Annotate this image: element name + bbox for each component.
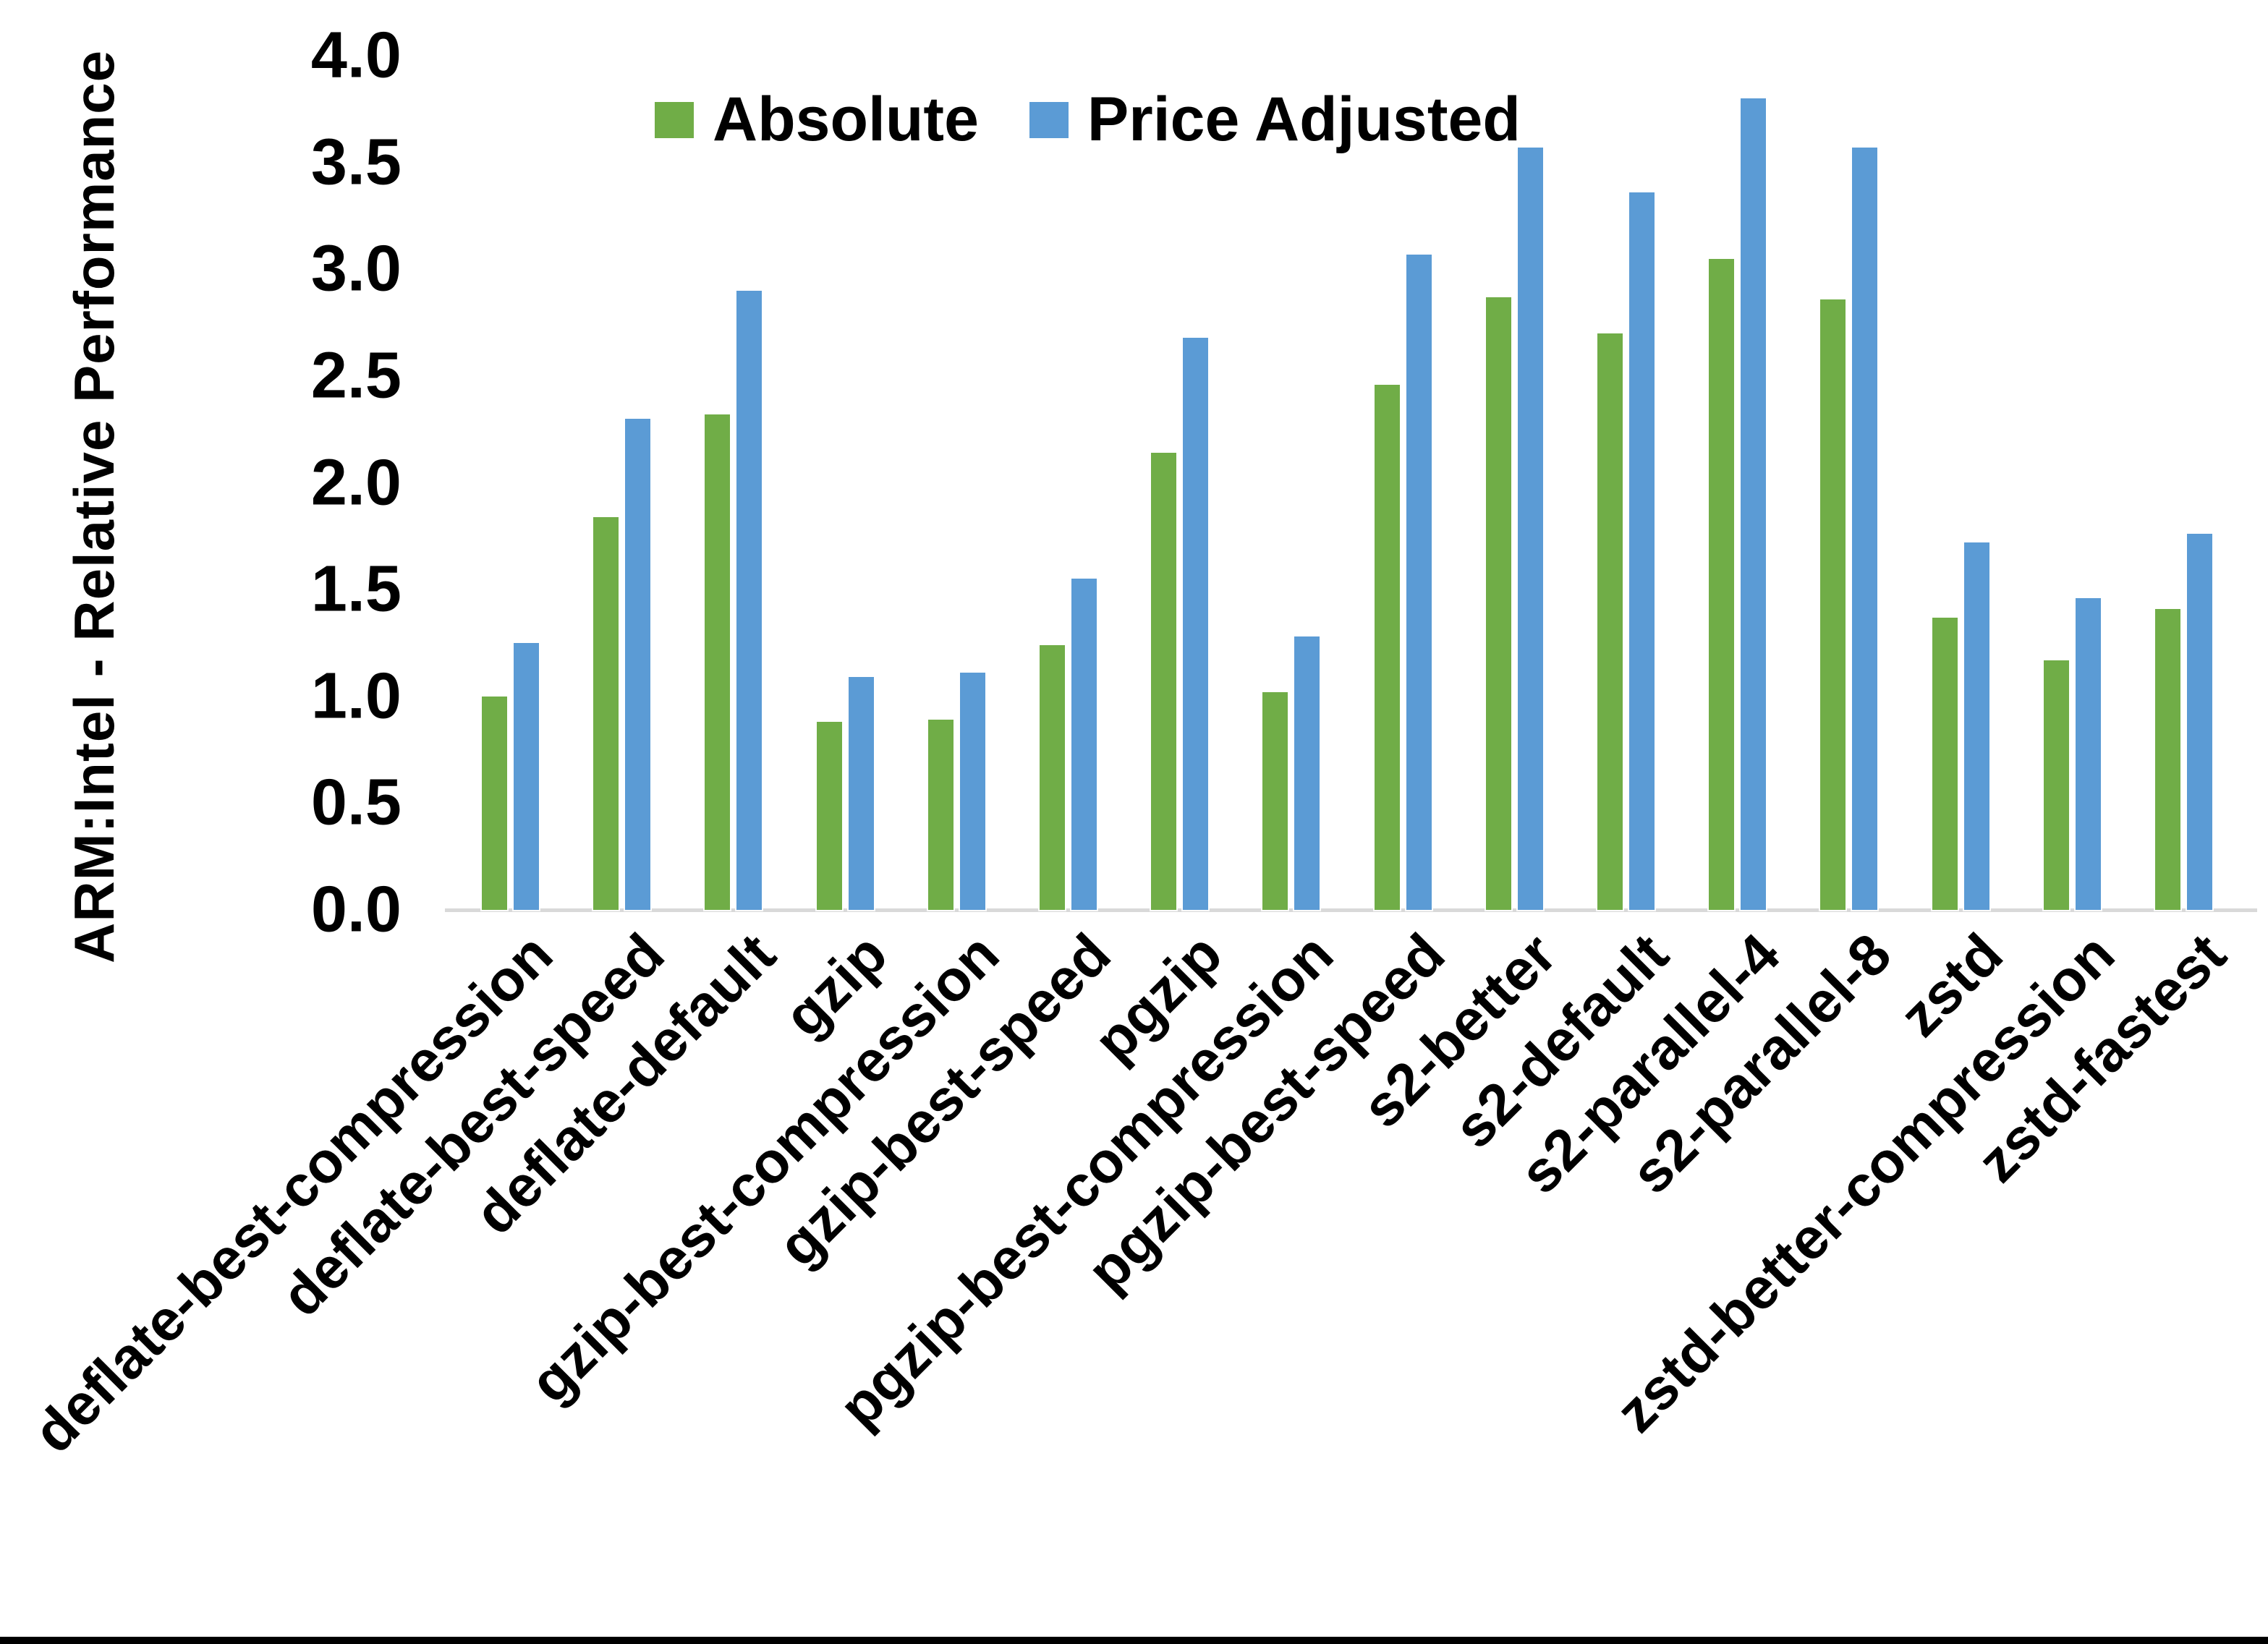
y-tick-label: 1.5 bbox=[310, 553, 402, 626]
y-axis-ticks: 4.0 3.5 3.0 2.5 2.0 1.5 1.0 0.5 0.0 bbox=[181, 20, 402, 946]
y-tick-label: 2.0 bbox=[310, 446, 402, 519]
bar-absolute-s2-parallel-8 bbox=[1820, 299, 1846, 910]
bar-price-adjusted-pgzip-best-speed bbox=[1406, 254, 1432, 910]
bar-price-adjusted-gzip-best-compression bbox=[959, 673, 985, 910]
bar-absolute-pgzip bbox=[1151, 453, 1177, 910]
bar-price-adjusted-zstd bbox=[1963, 542, 1989, 910]
bar-absolute-zstd-fastest bbox=[2155, 608, 2180, 910]
bar-price-adjusted-s2-better bbox=[1517, 147, 1543, 910]
bar-absolute-pgzip-best-compression bbox=[1262, 691, 1288, 910]
bottom-border bbox=[0, 1637, 2268, 1644]
y-tick-label: 0.0 bbox=[310, 873, 402, 946]
bar-price-adjusted-zstd-better-compression bbox=[2075, 597, 2101, 910]
bar-price-adjusted-deflate-default bbox=[736, 290, 763, 910]
legend-label-price-adjusted: Price Adjusted bbox=[1087, 85, 1521, 154]
bar-price-adjusted-s2-default bbox=[1629, 192, 1655, 910]
y-tick-label: 2.5 bbox=[310, 339, 402, 412]
bar-price-adjusted-s2-parallel-8 bbox=[1852, 147, 1878, 910]
y-tick-label: 0.5 bbox=[310, 766, 402, 839]
bar-absolute-s2-parallel-4 bbox=[1709, 258, 1735, 910]
bar-absolute-deflate-best-compression bbox=[482, 696, 507, 910]
bar-absolute-zstd-better-compression bbox=[2043, 660, 2069, 910]
legend-swatch-absolute-icon bbox=[655, 101, 694, 138]
bar-absolute-s2-default bbox=[1597, 333, 1623, 910]
y-tick-label: 3.5 bbox=[310, 126, 402, 199]
y-tick-label: 4.0 bbox=[310, 19, 402, 92]
legend: Absolute Price Adjusted bbox=[655, 84, 1521, 156]
bar-price-adjusted-zstd-fastest bbox=[2187, 534, 2212, 910]
bar-absolute-gzip bbox=[816, 722, 842, 910]
bar-absolute-zstd bbox=[1932, 617, 1958, 910]
legend-item-absolute: Absolute bbox=[655, 84, 979, 156]
bar-absolute-gzip-best-speed bbox=[1040, 644, 1065, 910]
legend-item-price-adjusted: Price Adjusted bbox=[1029, 84, 1521, 156]
bar-absolute-deflate-best-speed bbox=[593, 516, 619, 910]
legend-swatch-price-adjusted-icon bbox=[1029, 101, 1069, 138]
bar-price-adjusted-gzip-best-speed bbox=[1071, 579, 1097, 910]
y-tick-label: 3.0 bbox=[310, 232, 402, 305]
y-axis-title-wrap: ARM:Intel - Relative Performance bbox=[22, 0, 166, 1013]
y-axis-title: ARM:Intel - Relative Performance bbox=[61, 49, 126, 963]
y-tick-label: 1.0 bbox=[310, 660, 402, 733]
bar-absolute-s2-better bbox=[1485, 297, 1511, 910]
bar-absolute-pgzip-best-speed bbox=[1374, 384, 1400, 910]
bar-price-adjusted-gzip bbox=[848, 677, 874, 910]
bar-price-adjusted-s2-parallel-4 bbox=[1741, 98, 1767, 910]
plot-area: deflate-best-compression deflate-best-spe… bbox=[21, 56, 2257, 1465]
bar-price-adjusted-pgzip-best-compression bbox=[1294, 636, 1320, 910]
legend-label-absolute: Absolute bbox=[713, 85, 979, 154]
bar-absolute-deflate-default bbox=[705, 414, 731, 910]
bar-absolute-gzip-best-compression bbox=[927, 720, 954, 910]
bar-price-adjusted-deflate-best-compression bbox=[514, 642, 539, 910]
bar-price-adjusted-deflate-best-speed bbox=[625, 418, 651, 910]
bar-price-adjusted-pgzip bbox=[1183, 337, 1209, 910]
x-axis-line bbox=[445, 908, 2257, 912]
